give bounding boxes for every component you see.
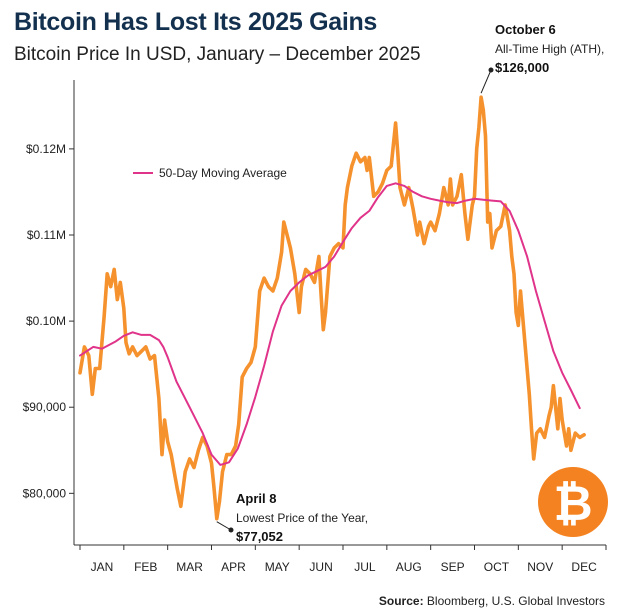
ath-leader-line	[480, 69, 492, 94]
x-tick-label: OCT	[484, 560, 510, 574]
ath-annotation: October 6 All-Time High (ATH), $126,000	[480, 22, 604, 94]
x-tick-label: DEC	[571, 560, 597, 574]
low-value: $77,052	[236, 529, 283, 544]
y-tick-label: $0.10M	[26, 314, 66, 328]
y-tick-label: $0.12M	[26, 142, 66, 156]
y-tick-label: $90,000	[23, 400, 67, 414]
series-layer	[78, 95, 586, 521]
low-annotation: April 8 Lowest Price of the Year, $77,05…	[216, 491, 368, 544]
low-marker	[228, 527, 234, 533]
x-tick-label: JUN	[309, 560, 332, 574]
low-text: Lowest Price of the Year,	[236, 511, 368, 525]
source-note: Source: Bloomberg, U.S. Global Investors	[379, 594, 605, 608]
x-tick-label: MAR	[176, 560, 203, 574]
y-ticks: $80,000 $90,000 $0.10M $0.11M $0.12M	[23, 142, 74, 500]
bitcoin-logo-icon: ₿	[538, 467, 608, 537]
x-ticks: JAN FEB MAR APR MAY JUN JUL AUG SEP OCT NOV DEC	[79, 545, 607, 574]
ath-date: October 6	[495, 22, 556, 37]
x-tick-label: AUG	[396, 560, 422, 574]
svg-text:₿: ₿	[553, 476, 592, 532]
source-text: Bloomberg, U.S. Global Investors	[426, 594, 605, 608]
legend: 50-Day Moving Average	[133, 166, 287, 180]
ath-text: All-Time High (ATH),	[495, 42, 604, 56]
price-line	[78, 95, 586, 521]
ath-marker	[488, 67, 494, 73]
legend-label-ma: 50-Day Moving Average	[159, 166, 287, 180]
source-label: Source:	[378, 594, 424, 608]
axes	[73, 80, 606, 546]
chart-subtitle: Bitcoin Price In USD, January – December…	[14, 44, 421, 65]
x-tick-label: NOV	[527, 560, 553, 574]
x-tick-label: JAN	[91, 560, 114, 574]
y-tick-label: $0.11M	[27, 228, 66, 242]
x-tick-label: APR	[221, 560, 246, 574]
moving-average-line	[79, 182, 581, 466]
x-tick-label: SEP	[441, 560, 465, 574]
chart-title: Bitcoin Has Lost Its 2025 Gains	[14, 8, 378, 36]
x-tick-label: FEB	[134, 560, 157, 574]
ath-value: $126,000	[495, 60, 549, 75]
y-tick-label: $80,000	[23, 486, 67, 500]
x-tick-label: JUL	[354, 560, 376, 574]
x-tick-label: MAY	[265, 560, 290, 574]
low-date: April 8	[236, 491, 276, 506]
annotations: October 6 All-Time High (ATH), $126,000 …	[216, 22, 604, 544]
low-leader-line	[216, 521, 232, 531]
